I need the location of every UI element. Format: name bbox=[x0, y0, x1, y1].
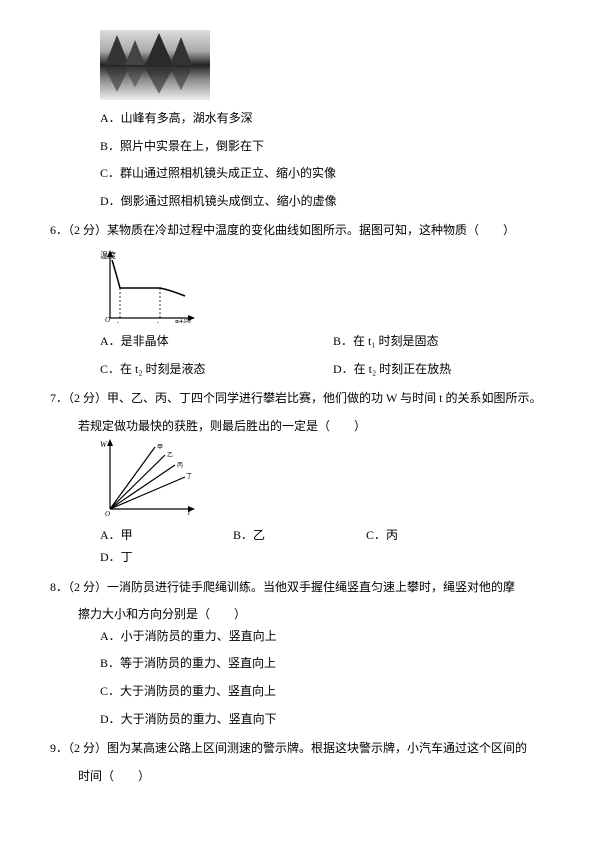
q6-options-row1: A．是非晶体 B．在 t₁ 时刻是固态 bbox=[100, 331, 545, 353]
q8-stem-1: 8．（2 分）一消防员进行徒手爬绳训练。当他双手握住绳竖直匀速上攀时，绳竖对他的… bbox=[50, 577, 545, 599]
q6-option-d: D．在 t₂ 时刻正在放热 bbox=[333, 359, 451, 381]
q7-chart: W O t 甲 乙 丙 丁 bbox=[100, 437, 545, 517]
q6-chart: 温度 O t₁ t₂ 时间 bbox=[100, 248, 545, 323]
svg-text:O: O bbox=[105, 510, 110, 517]
q7-option-a: A．甲 bbox=[100, 525, 200, 547]
q6-option-c: C．在 t₂ 时刻是液态 bbox=[100, 359, 300, 381]
q7-stem-2: 若规定做功最快的获胜，则最后胜出的一定是（ ） bbox=[78, 416, 545, 438]
q5-option-d: D．倒影通过照相机镜头成倒立、缩小的虚像 bbox=[100, 191, 545, 213]
q7-stem-1: 7．（2 分）甲、乙、丙、丁四个同学进行攀岩比赛，他们做的功 W 与时间 t 的… bbox=[50, 388, 545, 410]
svg-text:t₁: t₁ bbox=[117, 320, 121, 323]
q8-option-d: D．大于消防员的重力、竖直向下 bbox=[100, 709, 545, 731]
q8-option-b: B．等于消防员的重力、竖直向上 bbox=[100, 653, 545, 675]
svg-text:乙: 乙 bbox=[167, 452, 173, 459]
q7-option-b: B．乙 bbox=[233, 525, 333, 547]
q9-stem-1: 9．（2 分）图为某高速公路上区间测速的警示牌。根据这块警示牌，小汽车通过这个区… bbox=[50, 738, 545, 760]
svg-text:丁: 丁 bbox=[186, 473, 192, 480]
landscape-photo bbox=[100, 30, 210, 100]
q8-option-a: A．小于消防员的重力、竖直向上 bbox=[100, 626, 545, 648]
q6-stem: 6．（2 分）某物质在冷却过程中温度的变化曲线如图所示。据图可知，这种物质（ ） bbox=[50, 220, 545, 242]
q6-option-b: B．在 t₁ 时刻是固态 bbox=[333, 331, 439, 353]
q8-stem-2: 擦力大小和方向分别是（ ） bbox=[78, 604, 545, 626]
q5-option-a: A．山峰有多高，湖水有多深 bbox=[100, 108, 545, 130]
svg-text:甲: 甲 bbox=[157, 444, 163, 451]
q8-option-c: C．大于消防员的重力、竖直向上 bbox=[100, 681, 545, 703]
svg-text:温度: 温度 bbox=[100, 250, 116, 260]
svg-text:O: O bbox=[105, 316, 110, 323]
q9-stem-2: 时间（ ） bbox=[78, 766, 545, 788]
svg-text:丙: 丙 bbox=[177, 462, 183, 469]
svg-text:t₂: t₂ bbox=[157, 320, 162, 323]
q5-option-c: C．群山通过照相机镜头成正立、缩小的实像 bbox=[100, 163, 545, 185]
q6-option-a: A．是非晶体 bbox=[100, 331, 300, 353]
q7-option-c: C．丙 bbox=[366, 525, 466, 547]
q7-option-d: D．丁 bbox=[100, 547, 133, 569]
q5-option-b: B．照片中实景在上，倒影在下 bbox=[100, 136, 545, 158]
q6-options-row2: C．在 t₂ 时刻是液态 D．在 t₂ 时刻正在放热 bbox=[100, 359, 545, 381]
q7-options-row: A．甲 B．乙 C．丙 D．丁 bbox=[100, 525, 545, 568]
svg-text:W: W bbox=[100, 440, 108, 449]
svg-text:时间: 时间 bbox=[175, 318, 191, 323]
